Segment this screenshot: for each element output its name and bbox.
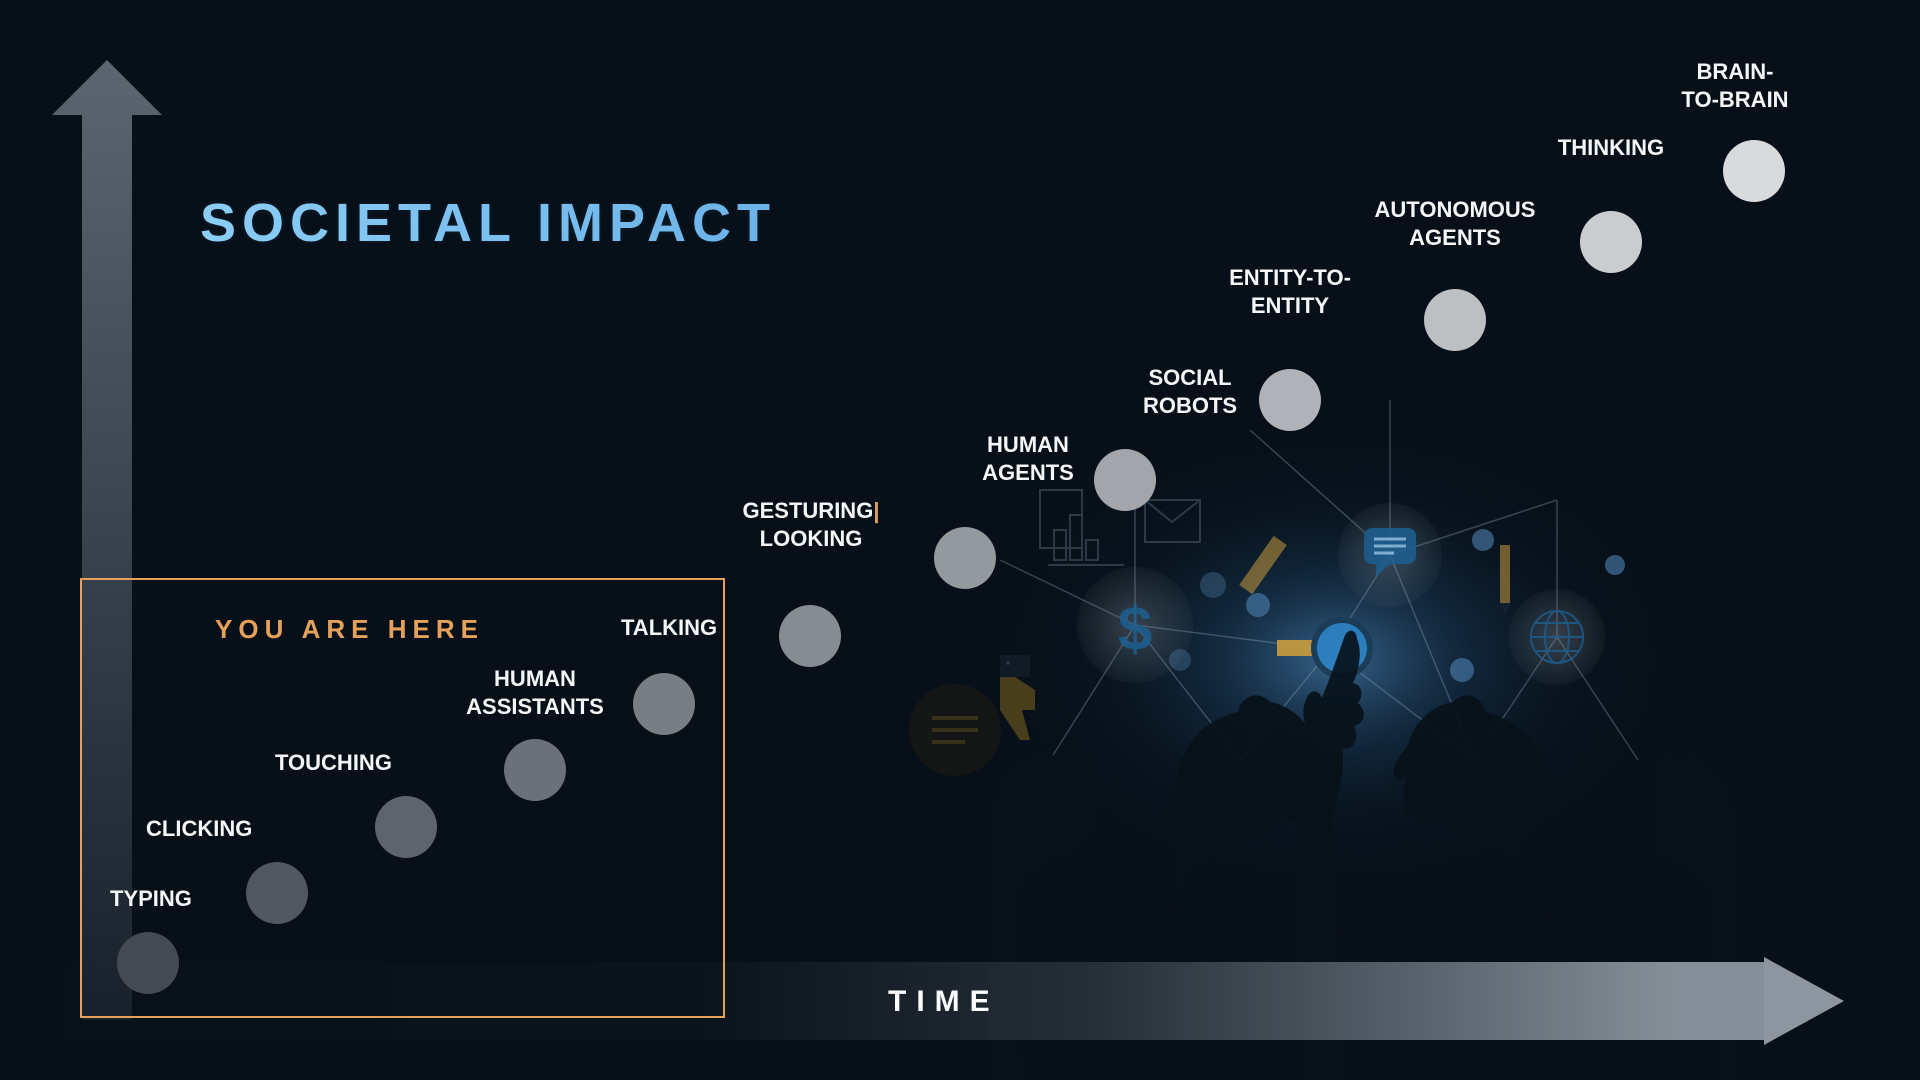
svg-text:$: $	[1118, 595, 1152, 664]
